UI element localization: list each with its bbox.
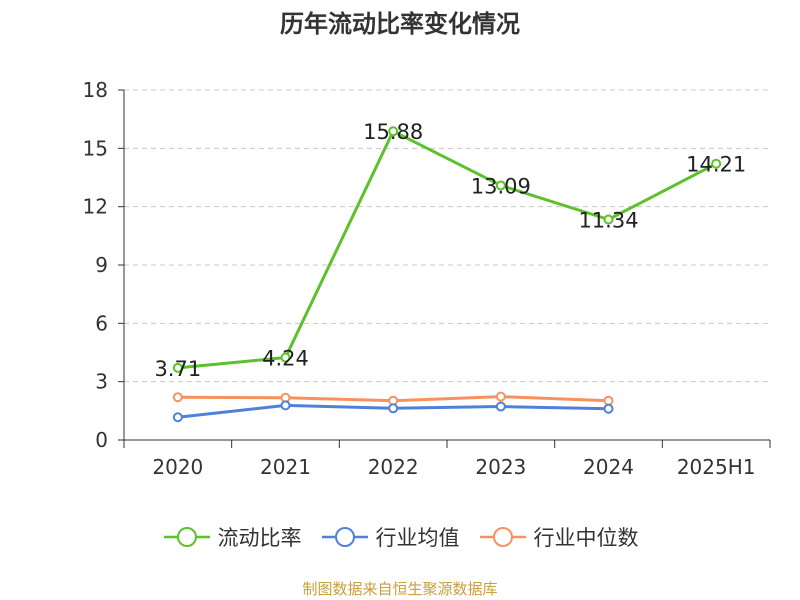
data-label: 11.34	[578, 209, 638, 233]
y-tick-label: 3	[95, 370, 108, 394]
data-point[interactable]	[172, 362, 183, 373]
data-point[interactable]	[388, 126, 399, 137]
legend-label-industry-mean: 行业均值	[375, 526, 460, 550]
data-label: 15.88	[363, 120, 423, 144]
data-point[interactable]	[388, 403, 399, 414]
x-tick-label: 2023	[475, 455, 526, 479]
data-point[interactable]	[711, 158, 722, 169]
y-tick-label: 18	[83, 78, 108, 102]
data-label: 3.71	[154, 357, 201, 381]
data-label: 4.24	[262, 347, 309, 371]
data-label: 14.21	[686, 153, 746, 177]
legend-swatch-industry-median	[479, 527, 526, 547]
legend-item-industry-mean[interactable]: 行业均值	[320, 522, 460, 552]
legend-item-current-ratio[interactable]: 流动比率	[162, 522, 302, 552]
data-label: 13.09	[471, 174, 531, 198]
data-point[interactable]	[495, 401, 506, 412]
source-note: 制图数据来自恒生聚源数据库	[302, 580, 498, 598]
chart-title: 历年流动比率变化情况	[280, 10, 520, 38]
y-tick-label: 6	[95, 311, 108, 335]
legend-swatch-current-ratio	[163, 527, 210, 547]
x-tick-label: 2025H1	[677, 455, 756, 479]
axes: 0 3 6 9 12 15 18 2020 2021 2022 2023 2024 2025H1	[83, 78, 771, 479]
legend-label-industry-median: 行业中位数	[533, 526, 639, 550]
x-tick-label: 2022	[368, 455, 419, 479]
data-point[interactable]	[603, 395, 614, 406]
y-tick-label: 9	[95, 253, 108, 277]
legend: 流动比率 行业均值 行业中位数	[0, 522, 800, 552]
y-tick-label: 15	[83, 136, 108, 160]
data-point[interactable]	[280, 400, 291, 411]
data-point[interactable]	[172, 412, 183, 423]
y-tick-label: 0	[95, 428, 108, 452]
data-labels: 3.71 4.24 15.88 13.09 11.34 14.21	[154, 120, 746, 381]
data-point[interactable]	[603, 403, 614, 414]
data-point[interactable]	[172, 392, 183, 403]
series-lines	[172, 126, 722, 423]
series-line	[177, 129, 717, 370]
x-tick-label: 2024	[583, 455, 634, 479]
x-tick-label: 2020	[152, 455, 203, 479]
grid-lines	[124, 89, 770, 383]
data-point[interactable]	[280, 352, 291, 363]
legend-item-industry-median[interactable]: 行业中位数	[478, 522, 639, 552]
data-point[interactable]	[495, 180, 506, 191]
y-tick-label: 12	[83, 195, 108, 219]
legend-label-current-ratio: 流动比率	[217, 526, 302, 550]
legend-swatch-industry-mean	[321, 527, 368, 547]
x-tick-label: 2021	[260, 455, 311, 479]
data-point[interactable]	[603, 214, 614, 225]
data-point[interactable]	[495, 391, 506, 402]
